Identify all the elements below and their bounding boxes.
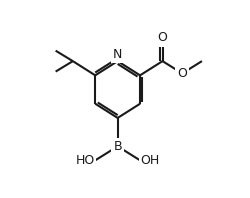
Text: O: O [177,67,187,80]
Text: OH: OH [140,154,160,167]
Text: O: O [158,31,168,45]
Text: HO: HO [76,154,95,167]
Text: N: N [113,48,122,61]
Text: B: B [113,140,122,153]
